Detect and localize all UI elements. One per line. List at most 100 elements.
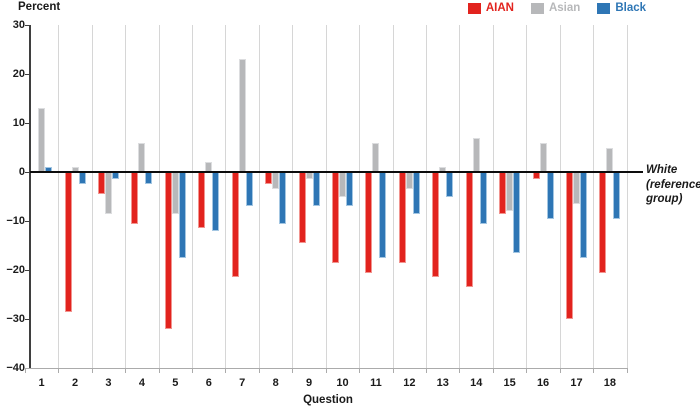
bar-asian-q10 bbox=[338, 172, 346, 197]
bar-aian-q17 bbox=[565, 172, 573, 319]
bar-asian-q7 bbox=[238, 59, 246, 172]
y-tick-label: −10 bbox=[6, 214, 25, 227]
x-tick-label: 1 bbox=[38, 377, 45, 389]
bar-aian-q3 bbox=[97, 172, 105, 195]
x-tick-label: 7 bbox=[239, 377, 246, 389]
gridline bbox=[559, 25, 561, 368]
x-tick-label: 6 bbox=[205, 377, 212, 389]
bar-black-q8 bbox=[279, 172, 287, 224]
x-tick bbox=[492, 368, 494, 373]
y-axis-title: Percent bbox=[18, 1, 61, 13]
y-tick bbox=[25, 24, 30, 26]
gridline bbox=[325, 25, 327, 368]
bar-aian-q2 bbox=[64, 172, 72, 312]
bar-aian-q8 bbox=[265, 172, 273, 185]
x-tick-label: 16 bbox=[536, 377, 550, 389]
bar-aian-q13 bbox=[432, 172, 440, 278]
x-tick bbox=[459, 368, 461, 373]
gridline bbox=[526, 25, 528, 368]
gridline bbox=[158, 25, 160, 368]
bar-black-q10 bbox=[345, 172, 353, 207]
bar-black-q11 bbox=[379, 172, 387, 258]
gridline bbox=[225, 25, 227, 368]
legend-label-aian: AIAN bbox=[485, 2, 514, 14]
gridline bbox=[492, 25, 494, 368]
gridline bbox=[626, 25, 628, 368]
bar-asian-q15 bbox=[506, 172, 514, 212]
bar-black-q15 bbox=[513, 172, 521, 253]
y-tick bbox=[25, 220, 30, 222]
bar-black-q14 bbox=[479, 172, 487, 224]
legend: AIAN Asian Black bbox=[467, 2, 646, 14]
bar-aian-q5 bbox=[164, 172, 172, 329]
x-tick bbox=[24, 368, 26, 373]
bar-aian-q9 bbox=[298, 172, 306, 244]
y-tick bbox=[25, 318, 30, 320]
x-tick bbox=[559, 368, 561, 373]
x-tick bbox=[125, 368, 127, 373]
legend-swatch-asian bbox=[530, 2, 544, 14]
y-tick-label: 0 bbox=[18, 165, 25, 178]
bar-black-q4 bbox=[145, 172, 153, 185]
y-tick-label: −40 bbox=[6, 361, 25, 374]
bar-aian-q15 bbox=[499, 172, 507, 214]
legend-swatch-black bbox=[597, 2, 611, 14]
bar-aian-q14 bbox=[465, 172, 473, 288]
x-tick bbox=[626, 368, 628, 373]
x-tick bbox=[526, 368, 528, 373]
bar-aian-q11 bbox=[365, 172, 373, 273]
y-axis-line bbox=[28, 25, 31, 368]
gridline bbox=[426, 25, 428, 368]
x-tick bbox=[91, 368, 93, 373]
bar-black-q6 bbox=[212, 172, 220, 231]
bar-black-q7 bbox=[245, 172, 253, 207]
x-tick bbox=[292, 368, 294, 373]
bar-asian-q8 bbox=[272, 172, 280, 190]
y-tick bbox=[25, 122, 30, 124]
bar-black-q12 bbox=[412, 172, 420, 214]
legend-label-asian: Asian bbox=[548, 2, 581, 14]
legend-item-black: Black bbox=[597, 2, 646, 14]
bar-asian-q11 bbox=[372, 142, 380, 172]
x-tick bbox=[325, 368, 327, 373]
x-tick-label: 2 bbox=[71, 377, 79, 389]
bar-aian-q12 bbox=[398, 172, 406, 263]
y-tick-label: 20 bbox=[12, 67, 25, 80]
x-tick-label: 4 bbox=[138, 377, 145, 389]
x-tick-label: 12 bbox=[403, 377, 416, 389]
bar-black-q5 bbox=[178, 172, 186, 258]
bar-black-q2 bbox=[78, 172, 86, 185]
bar-black-q17 bbox=[579, 172, 587, 258]
bar-aian-q18 bbox=[599, 172, 607, 273]
bar-asian-q12 bbox=[405, 172, 413, 190]
x-tick-label: 14 bbox=[470, 377, 483, 389]
bar-aian-q10 bbox=[331, 172, 339, 263]
bar-asian-q16 bbox=[539, 142, 547, 172]
y-tick-label: 30 bbox=[12, 18, 25, 31]
legend-item-asian: Asian bbox=[530, 2, 581, 14]
bar-asian-q17 bbox=[572, 172, 580, 204]
x-tick bbox=[225, 368, 227, 373]
bar-aian-q6 bbox=[198, 172, 206, 229]
bar-asian-q5 bbox=[171, 172, 179, 214]
gridline bbox=[125, 25, 127, 368]
legend-item-aian: AIAN bbox=[467, 2, 514, 14]
x-tick bbox=[58, 368, 60, 373]
bar-aian-q4 bbox=[131, 172, 139, 224]
zero-line bbox=[30, 170, 643, 174]
x-tick-label: 9 bbox=[305, 377, 313, 389]
x-tick bbox=[258, 368, 260, 373]
gridline bbox=[258, 25, 260, 368]
x-tick bbox=[192, 368, 194, 373]
bar-black-q13 bbox=[446, 172, 454, 197]
x-tick bbox=[392, 368, 394, 373]
gridline bbox=[292, 25, 294, 368]
x-axis-title: Question bbox=[303, 394, 353, 406]
x-tick bbox=[158, 368, 160, 373]
gridline bbox=[459, 25, 461, 368]
y-tick bbox=[25, 73, 30, 75]
reference-group-note: White (reference group) bbox=[646, 164, 700, 205]
x-tick-label: 11 bbox=[370, 377, 382, 389]
legend-swatch-aian bbox=[467, 2, 481, 14]
